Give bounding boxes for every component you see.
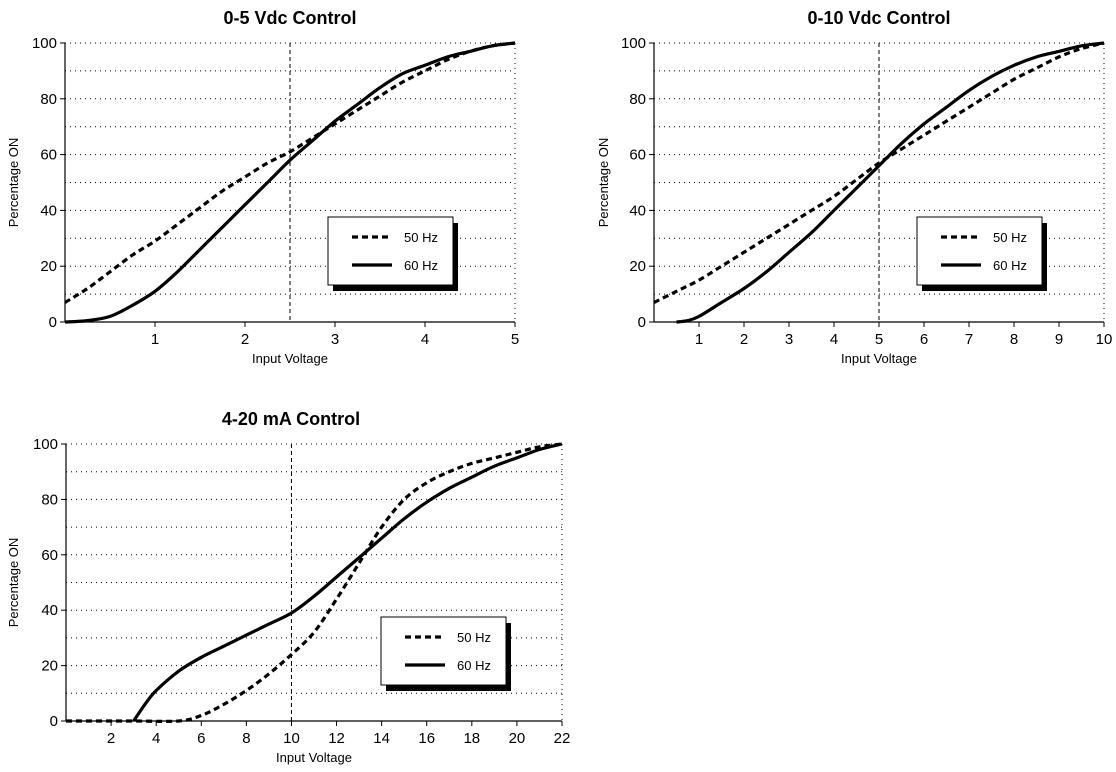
- y-tick-label: 60: [629, 147, 646, 164]
- x-tick-label: 3: [331, 331, 339, 348]
- y-axis-label: Percentage ON: [6, 538, 21, 628]
- x-tick-label: 14: [373, 730, 390, 747]
- series-60hz-line: [132, 442, 563, 722]
- x-tick-label: 10: [1096, 331, 1113, 348]
- y-tick-label: 20: [41, 658, 58, 675]
- legend-label: 50 Hz: [993, 230, 1027, 245]
- chart-panel-0-5-vdc: 0-5 Vdc Control 0 20 40 60 80 100 1 2 3 4 5 Input Vo…: [0, 0, 560, 380]
- series-60hz-line: [676, 41, 1105, 324]
- x-tick-label: 7: [965, 331, 973, 348]
- y-tick-label: 20: [629, 258, 646, 275]
- series-60hz-line: [64, 41, 516, 324]
- series-50hz-line: [653, 41, 1105, 304]
- legend-label: 60 Hz: [993, 258, 1027, 273]
- legend-box: [327, 216, 454, 286]
- x-tick-label: 5: [875, 331, 883, 348]
- chart-title: 0-10 Vdc Control: [807, 8, 950, 28]
- chart-0-5-vdc-svg: 0-5 Vdc Control 0 20 40 60 80 100 1 2 3 4 5 Input Vo…: [6, 8, 519, 366]
- x-tick-label: 4: [830, 331, 838, 348]
- y-tick-label: 80: [629, 91, 646, 108]
- chart-4-20-ma-svg: 4-20 mA Control 0 20 40 60 80 100 2 4 6 8 10 12 14 16 1…: [6, 409, 571, 765]
- series-50hz-line: [64, 41, 516, 304]
- x-tick-label: 4: [421, 331, 429, 348]
- x-tick-label: 4: [152, 730, 160, 747]
- y-tick-label: 100: [621, 35, 646, 52]
- x-axis-label: Input Voltage: [276, 750, 352, 765]
- y-tick-label: 0: [638, 314, 646, 331]
- x-tick-label: 10: [283, 730, 300, 747]
- chart-panel-4-20-ma: 4-20 mA Control 0 20 40 60 80 100 2 4 6 8 10 12 14 16 1…: [0, 400, 580, 772]
- x-tick-label: 6: [197, 730, 205, 747]
- x-tick-label: 2: [107, 730, 115, 747]
- x-tick-label: 2: [740, 331, 748, 348]
- x-tick-label: 18: [463, 730, 480, 747]
- chart-title: 4-20 mA Control: [222, 409, 360, 429]
- x-tick-label: 5: [511, 331, 519, 348]
- y-tick-label: 100: [32, 35, 57, 52]
- y-tick-label: 100: [33, 436, 58, 453]
- chart-title: 0-5 Vdc Control: [223, 8, 356, 28]
- y-tick-label: 60: [40, 147, 57, 164]
- legend-label: 60 Hz: [457, 658, 491, 673]
- legend-label: 50 Hz: [404, 230, 438, 245]
- y-tick-label: 20: [40, 258, 57, 275]
- chart-0-10-vdc-svg: 0-10 Vdc Control 0 20 40 60 80 100 1 2 3 4 5 6 7 8 9 10 I…: [596, 8, 1113, 366]
- legend-box: [916, 216, 1043, 286]
- x-tick-label: 9: [1055, 331, 1063, 348]
- legend-box: [380, 616, 507, 686]
- y-axis-label: Percentage ON: [596, 138, 611, 228]
- x-tick-label: 16: [418, 730, 435, 747]
- x-tick-label: 8: [1010, 331, 1018, 348]
- legend-label: 60 Hz: [404, 258, 438, 273]
- y-tick-label: 40: [629, 202, 646, 219]
- x-tick-label: 1: [151, 331, 159, 348]
- y-tick-label: 80: [41, 491, 58, 508]
- x-axis-label: Input Voltage: [252, 351, 328, 366]
- x-axis-label: Input Voltage: [841, 351, 917, 366]
- x-tick-label: 6: [920, 331, 928, 348]
- y-tick-label: 80: [40, 91, 57, 108]
- x-tick-label: 20: [509, 730, 526, 747]
- y-axis-label: Percentage ON: [6, 138, 21, 228]
- x-tick-label: 1: [695, 331, 703, 348]
- legend-label: 50 Hz: [457, 630, 491, 645]
- y-tick-label: 40: [40, 202, 57, 219]
- y-tick-label: 60: [41, 547, 58, 564]
- x-tick-label: 3: [785, 331, 793, 348]
- x-tick-label: 12: [328, 730, 345, 747]
- x-tick-label: 8: [242, 730, 250, 747]
- y-tick-label: 0: [49, 314, 57, 331]
- x-tick-label: 2: [241, 331, 249, 348]
- chart-panel-0-10-vdc: 0-10 Vdc Control 0 20 40 60 80 100 1 2 3 4 5 6 7 8 9 10 I…: [580, 0, 1116, 380]
- series-50hz-line: [66, 442, 563, 723]
- y-tick-label: 0: [50, 713, 58, 730]
- x-tick-label: 22: [554, 730, 571, 747]
- y-tick-label: 40: [41, 602, 58, 619]
